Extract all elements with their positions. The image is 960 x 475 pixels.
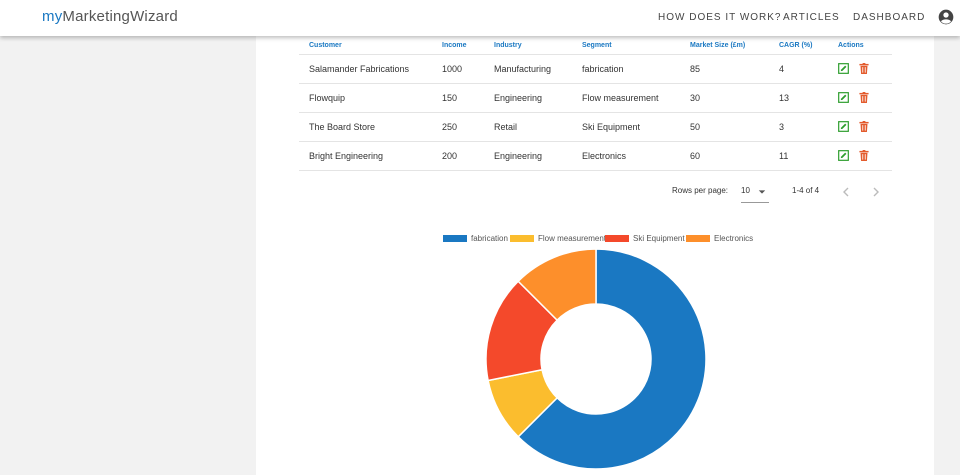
nav-dashboard[interactable]: DASHBOARD — [853, 12, 926, 23]
customer-table: Customer Income Industry Segment Market … — [299, 36, 892, 171]
cell-industry: Engineering — [494, 141, 582, 171]
cell-customer: Salamander Fabrications — [299, 54, 442, 84]
table-row: Flowquip 150 Engineering Flow measurement 30… — [299, 83, 892, 113]
legend-item[interactable]: Flow measurement — [510, 234, 606, 243]
brand-prefix: my — [42, 8, 63, 25]
trash-icon[interactable] — [859, 91, 869, 103]
table-row: The Board Store 250 Retail Ski Equipment 50 3 — [299, 112, 892, 142]
chart-slice-electronics[interactable] — [517, 248, 597, 322]
col-cagr[interactable]: CAGR (%) — [779, 36, 838, 55]
account-circle-icon[interactable] — [938, 9, 954, 25]
edit-icon[interactable] — [838, 120, 849, 132]
cell-income: 200 — [442, 141, 494, 171]
legend-swatch — [686, 235, 710, 242]
legend-item[interactable]: fabrication — [443, 234, 508, 243]
edit-icon[interactable] — [838, 149, 849, 161]
cell-customer: Bright Engineering — [299, 141, 442, 171]
cell-customer: The Board Store — [299, 112, 442, 142]
brand-name: MarketingWizard — [62, 8, 178, 25]
cell-market-size: 50 — [690, 112, 779, 142]
chevron-left-icon[interactable] — [842, 187, 850, 197]
legend-label: Electronics — [714, 234, 754, 243]
cell-income: 250 — [442, 112, 494, 142]
cell-income: 1000 — [442, 54, 494, 84]
legend-label: Ski Equipment — [633, 234, 685, 243]
legend-item[interactable]: Ski Equipment — [605, 234, 685, 243]
rows-per-page-label: Rows per page: — [672, 186, 729, 195]
cell-cagr: 4 — [779, 54, 838, 84]
col-segment[interactable]: Segment — [582, 36, 690, 55]
top-app-bar: myMarketingWizard HOW DOES IT WORK? ARTI… — [0, 0, 960, 36]
edit-icon[interactable] — [838, 62, 849, 74]
legend-label: fabrication — [471, 234, 508, 243]
cell-industry: Manufacturing — [494, 54, 582, 84]
col-customer[interactable]: Customer — [299, 36, 442, 55]
chevron-right-icon[interactable] — [872, 187, 880, 197]
nav-articles[interactable]: ARTICLES — [783, 12, 840, 23]
cell-actions — [838, 141, 892, 171]
cell-cagr: 11 — [779, 141, 838, 171]
cell-customer: Flowquip — [299, 83, 442, 113]
edit-icon[interactable] — [838, 91, 849, 103]
col-industry[interactable]: Industry — [494, 36, 582, 55]
cell-market-size: 30 — [690, 83, 779, 113]
chart-slice-fabrication[interactable] — [517, 248, 707, 470]
brand-logo[interactable]: myMarketingWizard — [42, 8, 178, 25]
legend-swatch — [443, 235, 467, 242]
cell-industry: Engineering — [494, 83, 582, 113]
cell-income: 150 — [442, 83, 494, 113]
rows-per-page-value: 10 — [741, 186, 750, 195]
cell-actions — [838, 54, 892, 84]
cell-market-size: 60 — [690, 141, 779, 171]
trash-icon[interactable] — [859, 62, 869, 74]
table-header-row: Customer Income Industry Segment Market … — [299, 36, 892, 55]
cell-segment: Ski Equipment — [582, 112, 690, 142]
dropdown-arrow-icon — [758, 190, 766, 194]
rows-per-page-select[interactable]: 10 — [741, 186, 769, 203]
nav-how-it-works[interactable]: HOW DOES IT WORK? — [658, 12, 782, 23]
table-row: Salamander Fabrications 1000 Manufacturing… — [299, 54, 892, 84]
legend-item[interactable]: Electronics — [686, 234, 753, 243]
col-market-size[interactable]: Market Size (£m) — [690, 36, 779, 55]
legend-label: Flow measurement — [538, 234, 607, 243]
cell-market-size: 85 — [690, 54, 779, 84]
trash-icon[interactable] — [859, 149, 869, 161]
trash-icon[interactable] — [859, 120, 869, 132]
doughnut-chart — [485, 248, 707, 470]
pagination-range: 1-4 of 4 — [792, 186, 820, 195]
cell-segment: fabrication — [582, 54, 690, 84]
legend-swatch — [510, 235, 534, 242]
legend-swatch — [605, 235, 629, 242]
col-actions: Actions — [838, 36, 892, 55]
cell-actions — [838, 83, 892, 113]
cell-cagr: 3 — [779, 112, 838, 142]
cell-cagr: 13 — [779, 83, 838, 113]
table-row: Bright Engineering 200 Engineering Electron… — [299, 141, 892, 171]
cell-industry: Retail — [494, 112, 582, 142]
content-panel: Customer Income Industry Segment Market … — [256, 36, 934, 475]
cell-actions — [838, 112, 892, 142]
cell-segment: Flow measurement — [582, 83, 690, 113]
col-income[interactable]: Income — [442, 36, 494, 55]
cell-segment: Electronics — [582, 141, 690, 171]
